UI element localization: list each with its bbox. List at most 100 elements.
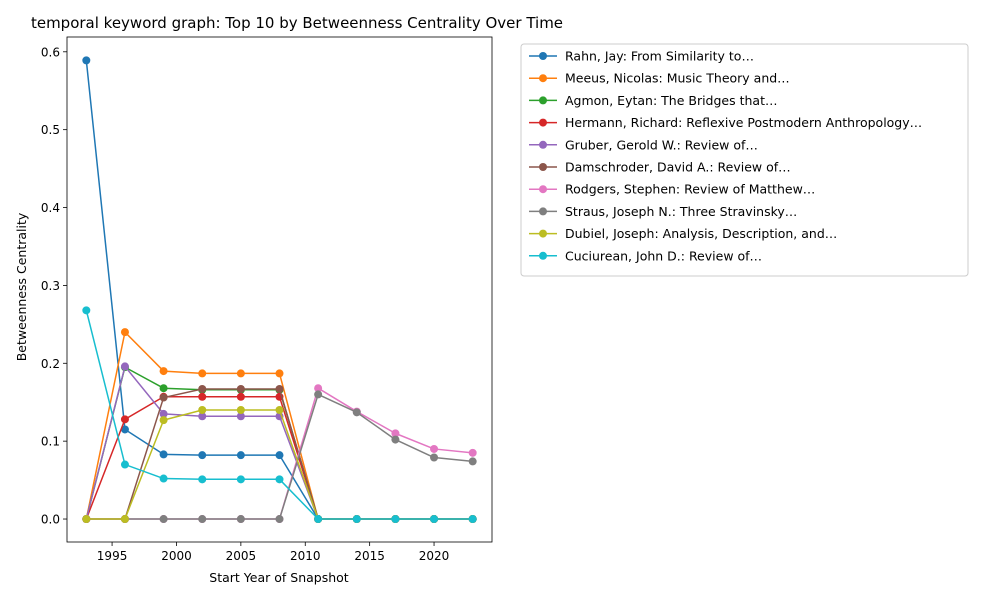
data-point — [198, 369, 207, 378]
data-point — [275, 369, 284, 378]
data-point — [120, 328, 129, 337]
legend-marker — [539, 140, 547, 149]
data-point — [352, 408, 361, 417]
data-point — [120, 425, 129, 434]
axes-frame — [66, 36, 493, 543]
legend-marker — [539, 118, 547, 127]
data-point — [236, 451, 245, 460]
legend-label: Agmon, Eytan: The Bridges that… — [565, 93, 777, 108]
data-point — [391, 429, 400, 438]
y-tick-label: 0.3 — [41, 279, 60, 293]
data-point — [236, 406, 245, 415]
data-point — [236, 412, 245, 421]
data-point — [314, 515, 323, 524]
data-point — [198, 412, 207, 421]
data-point — [236, 392, 245, 401]
data-point — [120, 515, 129, 524]
data-point — [468, 515, 477, 524]
legend-label: Cuciurean, John D.: Review of… — [565, 248, 762, 263]
legend-label: Meeus, Nicolas: Music Theory and… — [565, 71, 790, 86]
legend-frame — [520, 43, 969, 277]
x-tick-label: 2020 — [419, 549, 450, 563]
plot-area: 1995 2000 2005 2010 2015 2020 0.0 0.1 0.2 0.3 0.4 0… — [41, 36, 493, 563]
data-point — [468, 457, 477, 466]
y-tick-label: 0.2 — [41, 357, 60, 371]
x-tick-label: 1995 — [97, 549, 128, 563]
data-point — [159, 409, 168, 418]
legend-marker — [539, 229, 547, 238]
legend-marker — [539, 251, 547, 260]
data-point — [314, 390, 323, 399]
data-point — [275, 451, 284, 460]
legend-item: Dubiel, Joseph: Analysis, Description, a… — [529, 226, 837, 241]
data-point — [198, 406, 207, 415]
legend: Rahn, Jay: From Similarity to… Meeus, Nic… — [520, 43, 969, 277]
legend-label: Hermann, Richard: Reflexive Postmodern A… — [565, 115, 922, 130]
legend-label: Damschroder, David A.: Review of… — [565, 160, 791, 175]
legend-marker — [539, 52, 547, 60]
y-axis-label: Betweenness Centrality — [14, 212, 29, 361]
legend-label: Straus, Joseph N.: Three Stravinsky… — [565, 204, 797, 219]
data-point — [275, 475, 284, 484]
legend-marker — [539, 185, 547, 194]
legend-item: Agmon, Eytan: The Bridges that… — [529, 93, 777, 108]
data-point — [430, 453, 439, 462]
data-point — [159, 384, 168, 393]
data-point — [391, 515, 400, 524]
legend-label: Dubiel, Joseph: Analysis, Description, a… — [565, 226, 837, 241]
data-point — [159, 393, 168, 402]
data-point — [159, 474, 168, 483]
legend-marker — [539, 163, 547, 171]
data-point — [236, 369, 245, 378]
legend-item: Rahn, Jay: From Similarity to… — [529, 49, 754, 64]
data-point — [198, 475, 207, 484]
data-point — [275, 384, 284, 393]
data-point — [275, 515, 284, 524]
legend-item: Gruber, Gerold W.: Review of… — [529, 137, 758, 152]
legend-label: Rodgers, Stephen: Review of Matthew… — [565, 182, 815, 197]
data-point — [82, 56, 91, 65]
data-point — [159, 367, 168, 376]
data-point — [468, 448, 477, 457]
data-point — [198, 384, 207, 393]
legend-item: Hermann, Richard: Reflexive Postmodern A… — [529, 115, 922, 130]
series-10 — [82, 306, 477, 524]
x-tick-label: 2000 — [161, 549, 192, 563]
data-point — [198, 392, 207, 401]
data-point — [120, 362, 129, 371]
data-point — [352, 515, 361, 524]
data-point — [82, 306, 91, 315]
data-point — [159, 416, 168, 425]
data-point — [430, 515, 439, 524]
data-point — [198, 451, 207, 460]
data-point — [391, 435, 400, 444]
data-point — [314, 384, 323, 393]
legend-item: Damschroder, David A.: Review of… — [529, 160, 791, 175]
y-tick-label: 0.6 — [41, 45, 60, 59]
data-point — [82, 515, 91, 524]
data-point — [236, 515, 245, 524]
data-point — [236, 475, 245, 484]
y-tick-label: 0.1 — [41, 435, 60, 449]
data-point — [159, 515, 168, 524]
legend-marker — [539, 74, 547, 83]
data-point — [236, 384, 245, 393]
x-tick-label: 2015 — [354, 549, 385, 563]
legend-item: Cuciurean, John D.: Review of… — [529, 248, 762, 263]
legend-label: Rahn, Jay: From Similarity to… — [565, 49, 754, 64]
data-point — [430, 444, 439, 453]
data-point — [159, 450, 168, 459]
y-tick-label: 0.5 — [41, 123, 60, 137]
legend-item: Meeus, Nicolas: Music Theory and… — [529, 71, 790, 86]
legend-item: Rodgers, Stephen: Review of Matthew… — [529, 182, 815, 197]
y-tick-label: 0.4 — [41, 201, 60, 215]
x-tick-label: 2005 — [226, 549, 257, 563]
chart-title: temporal keyword graph: Top 10 by Betwee… — [31, 14, 563, 32]
legend-marker — [539, 96, 547, 105]
y-tick-label: 0.0 — [41, 513, 60, 527]
x-tick-label: 2010 — [290, 549, 321, 563]
data-point — [275, 406, 284, 415]
data-point — [120, 460, 129, 469]
